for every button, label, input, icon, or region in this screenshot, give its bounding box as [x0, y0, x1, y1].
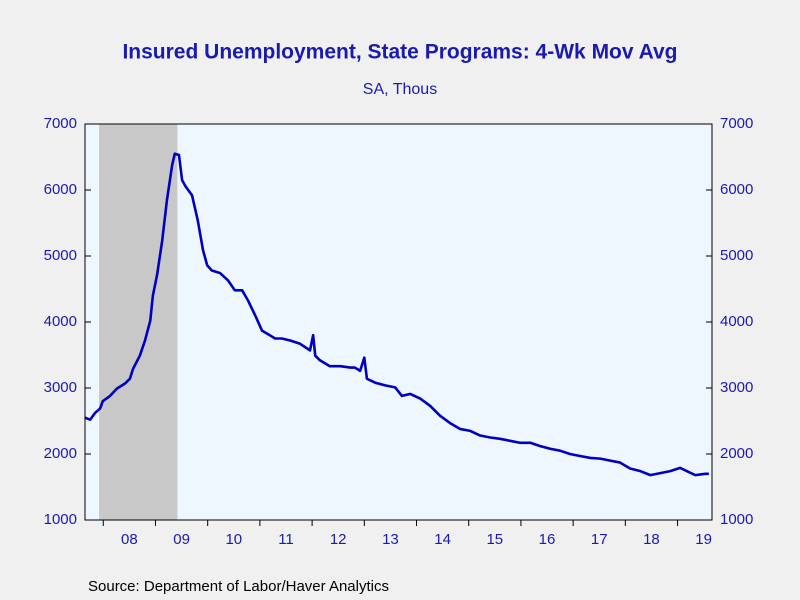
x-tick-label: 19	[695, 531, 712, 548]
chart-subtitle: SA, Thous	[363, 81, 437, 98]
x-tick-label: 12	[330, 531, 347, 548]
y2-tick-label: 7000	[720, 115, 753, 132]
chart-title: Insured Unemployment, State Programs: 4-…	[122, 41, 677, 64]
y-tick-label: 5000	[44, 247, 77, 264]
x-tick-label: 17	[591, 531, 608, 548]
x-tick-label: 14	[434, 531, 451, 548]
y2-tick-label: 3000	[720, 379, 753, 396]
y-tick-label: 3000	[44, 379, 77, 396]
y2-tick-label: 4000	[720, 313, 753, 330]
y-tick-label: 4000	[44, 313, 77, 330]
y2-tick-label: 6000	[720, 181, 753, 198]
source-note: Source: Department of Labor/Haver Analyt…	[88, 578, 389, 595]
x-tick-label: 09	[173, 531, 190, 548]
x-tick-label: 15	[486, 531, 503, 548]
y-tick-label: 2000	[44, 445, 77, 462]
y-tick-label: 6000	[44, 181, 77, 198]
y-tick-label: 7000	[44, 115, 77, 132]
y2-tick-label: 2000	[720, 445, 753, 462]
data-line	[84, 152, 709, 477]
y2-tick-label: 1000	[720, 511, 753, 528]
y-tick-label: 1000	[44, 511, 77, 528]
plot-area	[85, 124, 712, 520]
x-tick-label: 10	[225, 531, 242, 548]
x-tick-label: 13	[382, 531, 399, 548]
x-tick-label: 11	[278, 531, 294, 548]
x-tick-label: 08	[121, 531, 138, 548]
x-tick-label: 16	[539, 531, 556, 548]
plot-border	[84, 123, 713, 521]
recession-band	[99, 124, 178, 520]
y2-tick-label: 5000	[720, 247, 753, 264]
x-tick-label: 18	[643, 531, 660, 548]
